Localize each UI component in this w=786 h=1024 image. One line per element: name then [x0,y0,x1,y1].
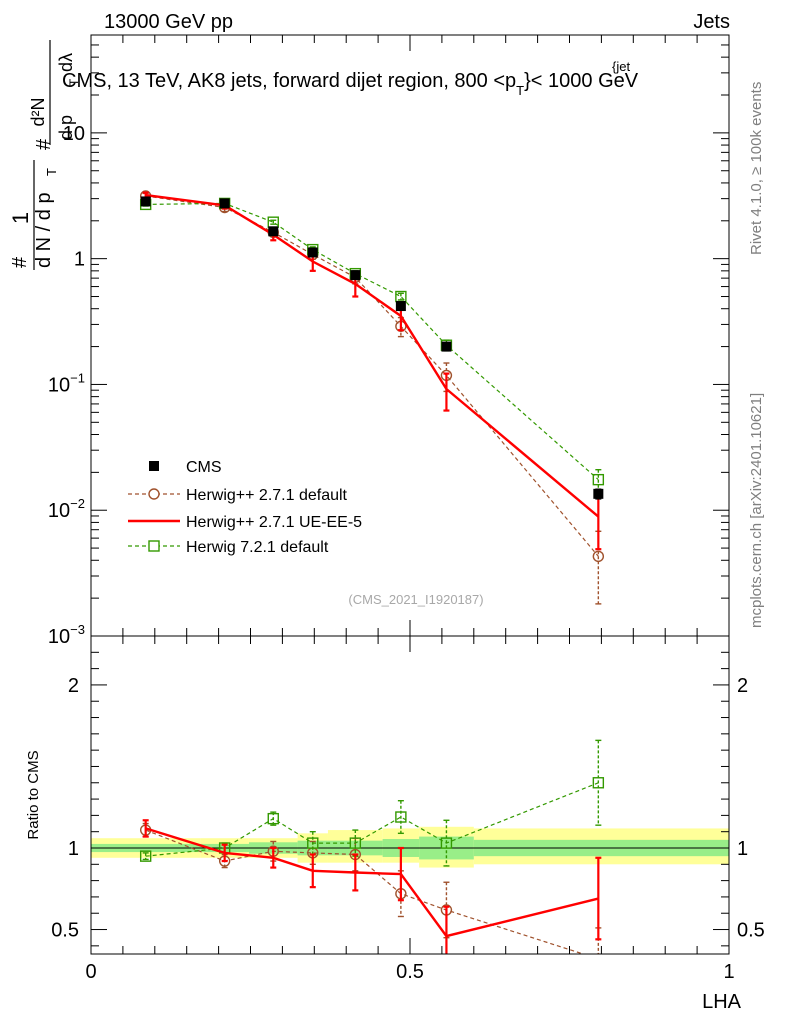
main-ytick-label: 10−2 [48,496,85,522]
ylabel-d2N: d²N [28,97,48,126]
plot-title-main: CMS, 13 TeV, AK8 jets, forward dijet reg… [62,70,516,92]
ylabel-dp-sub: T [67,78,81,86]
ratio-xlabel: LHA [702,991,742,1013]
ratio-ytick-label-left: 0.5 [51,920,79,942]
main-line-herwig-2-7-1-ue-ee-5 [145,193,600,518]
ratio-ytick-label-right: 1 [737,838,748,860]
ratio-plot-frame [90,635,730,955]
main-ytick-label: 1 [74,249,85,271]
main-point-cms [441,341,452,352]
main-point-cms [395,301,406,312]
main-ytick-label: 10−1 [48,370,85,396]
ratio-line-herwig-7-2-1-default [145,782,599,857]
ylabel-hash-2: # [33,138,55,150]
ratio-point-herwig-2-7-1-default [595,953,602,954]
ylabel-dN-sub: T [44,168,59,176]
legend-marker-cms [149,461,159,471]
ratio-xtick-label: 0.5 [396,961,424,983]
main-point-herwig-2-7-1-default [592,550,605,563]
mcplots-url: mcplots.cern.ch [arXiv:2401.10621] [748,393,765,628]
legend-label-herwigpp-default: Herwig++ 2.7.1 default [186,487,348,504]
ylabel-dp: d p [56,115,76,140]
ratio-line-herwig-2-7-1-default [145,829,586,954]
plot-title: CMS, 13 TeV, AK8 jets, forward dijet reg… [62,70,639,98]
legend-label-herwigpp-ueee5: Herwig++ 2.7.1 UE-EE-5 [186,514,362,531]
legend-label-herwig7-default: Herwig 7.2.1 default [186,539,329,556]
plot-title-end: }< 1000 GeV [524,70,639,92]
ratio-ytick-label-left: 2 [68,675,79,697]
ratio-point-herwig-7-2-1-default [267,812,279,825]
main-point-cms [307,247,318,258]
main-point-cms [593,488,604,499]
main-ytick-label: 10 [63,123,85,145]
analysis-tag: (CMS_2021_I1920187) [348,592,483,607]
ratio-xtick-label: 1 [723,961,734,983]
main-ytick-label: 10−3 [48,622,85,648]
ratio-point-herwig-7-2-1-default [307,837,319,849]
main-point-cms [268,226,279,237]
ratio-line-herwig-2-7-1-ue-ee-5 [145,827,599,938]
ratio-point-herwig-7-2-1-default [349,837,362,849]
legend: CMS Herwig++ 2.7.1 default Herwig++ 2.7.… [128,459,362,556]
ratio-point-herwig-7-2-1-default [440,837,453,849]
main-point-cms [140,196,151,207]
legend-label-cms: CMS [186,459,222,476]
ylabel-hash-1: # [9,256,31,268]
ratio-ylabel: Ratio to CMS [25,750,42,839]
ratio-ytick-label-left: 1 [68,838,79,860]
legend-marker-herwigpp-default [148,488,160,500]
plot-title-sup: {jet [612,59,630,74]
main-ylabel: # 1 d N / d p T # d²N d p T dλ [8,40,81,270]
ylabel-dN: d N / d p [33,192,55,268]
rivet-version: Rivet 4.1.0, ≥ 100k events [748,82,765,255]
legend-marker-herwig7-default [148,540,160,552]
main-point-cms [350,270,361,281]
header-left: 13000 GeV pp [104,11,233,33]
ratio-ytick-label-right: 0.5 [737,920,765,942]
ratio-ytick-label-right: 2 [737,675,748,697]
main-line-herwig-7-2-1-default [145,202,599,481]
ratio-point-herwig-7-2-1-default [139,850,152,862]
main-point-herwig-7-2-1-default [592,473,605,486]
header-right: Jets [693,11,730,33]
main-line-herwig-2-7-1-default [145,195,599,557]
plot-title-sub: T [516,83,524,98]
ratio-point-herwig-7-2-1-default [592,777,605,789]
ratio-point-herwig-7-2-1-default [395,811,407,823]
main-point-cms [219,198,230,209]
ylabel-one: 1 [8,212,33,224]
ratio-xtick-label: 0 [85,961,96,983]
ylabel-dlambda: dλ [56,53,76,72]
